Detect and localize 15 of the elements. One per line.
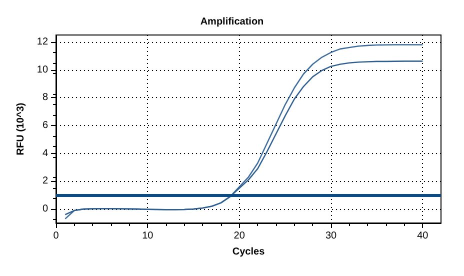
y-tick-label: 6 <box>42 120 48 132</box>
y-tick-label: 2 <box>42 176 48 187</box>
y-tick-label: 0 <box>42 204 48 215</box>
y-tick-label: 10 <box>36 64 48 76</box>
x-tick-label: 30 <box>325 230 338 242</box>
chart-title: Amplification <box>200 16 264 28</box>
x-tick-label: 20 <box>234 230 246 242</box>
y-tick-label: 8 <box>42 92 48 104</box>
y-axis-title: RFU (10^3) <box>16 102 26 156</box>
y-tick-label: 12 <box>36 36 48 48</box>
y-tick-label: 4 <box>42 148 48 159</box>
x-tick-label: 40 <box>417 230 429 242</box>
x-axis-title: Cycles <box>232 246 266 258</box>
x-tick-label: 10 <box>142 230 154 242</box>
x-tick-label: 0 <box>53 230 60 242</box>
